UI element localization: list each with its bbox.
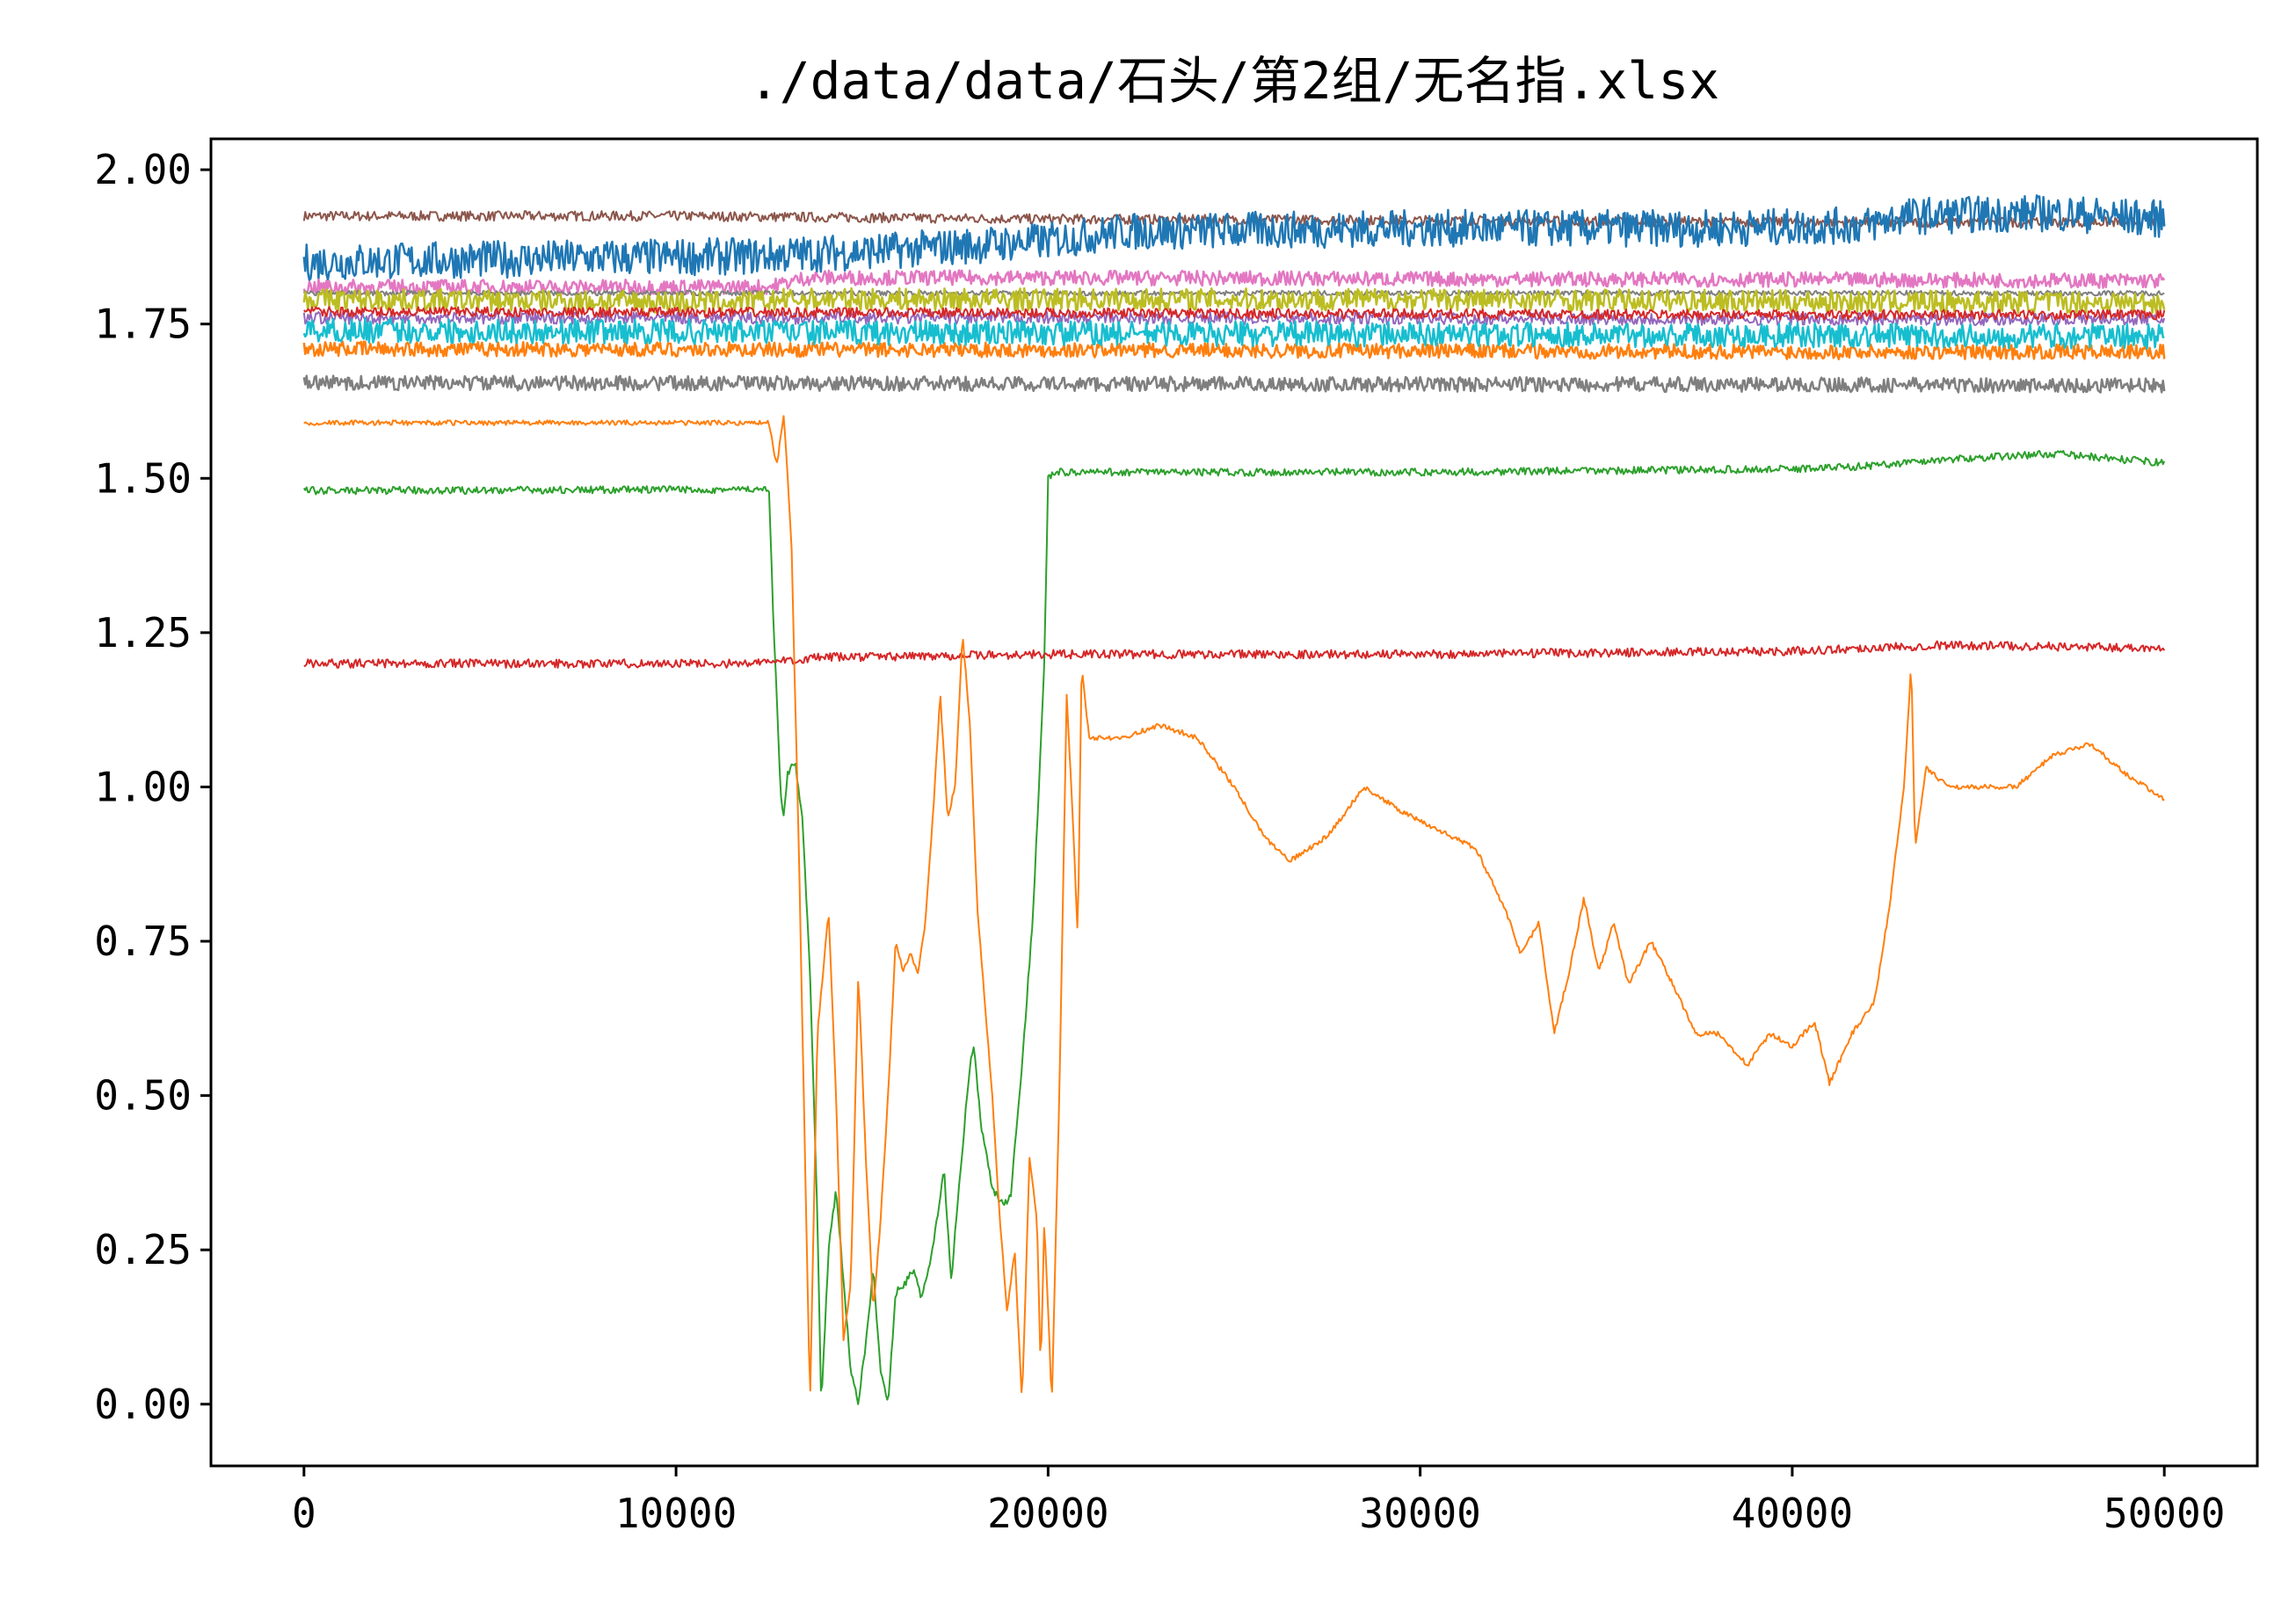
- y-tick-label: 0.50: [94, 1072, 192, 1120]
- y-tick-label: 0.00: [94, 1381, 192, 1428]
- y-axis: 0.00 0.25 0.50 0.75 1.00 1.25 1.50 1.75 2.00: [94, 146, 211, 1428]
- y-tick-label: 1.00: [94, 763, 192, 810]
- y-tick-label: 1.50: [94, 454, 192, 502]
- series-line: [302, 269, 2166, 296]
- y-tick-label: 0.75: [94, 918, 192, 965]
- series-layer: [302, 194, 2166, 1405]
- series-line: [302, 374, 2166, 394]
- series-line: [302, 340, 2166, 360]
- plot-frame: [209, 137, 2259, 1468]
- series-line: [302, 450, 2166, 1405]
- x-tick-label: 10000: [615, 1490, 737, 1537]
- y-tick-label: 0.25: [94, 1226, 192, 1273]
- series-line: [302, 289, 2165, 297]
- x-tick-label: 20000: [987, 1490, 1108, 1537]
- x-tick-label: 40000: [1732, 1490, 1853, 1537]
- x-axis: 0 10000 20000 30000 40000 50000: [292, 1466, 2225, 1537]
- x-tick-label: 30000: [1359, 1490, 1480, 1537]
- series-line: [302, 287, 2166, 315]
- series-line: [302, 317, 2165, 350]
- y-tick-label: 1.25: [94, 609, 192, 656]
- series-line: [303, 640, 2166, 669]
- y-tick-label: 1.75: [94, 301, 192, 348]
- x-tick-label: 50000: [2103, 1490, 2225, 1537]
- series-line: [302, 194, 2166, 282]
- chart-title: ./data/data/石头/第2组/无名指.xlsx: [749, 51, 1719, 111]
- series-line: [303, 415, 2165, 1394]
- series-line: [303, 306, 2166, 321]
- y-tick-label: 2.00: [94, 146, 192, 193]
- x-tick-label: 0: [292, 1490, 316, 1537]
